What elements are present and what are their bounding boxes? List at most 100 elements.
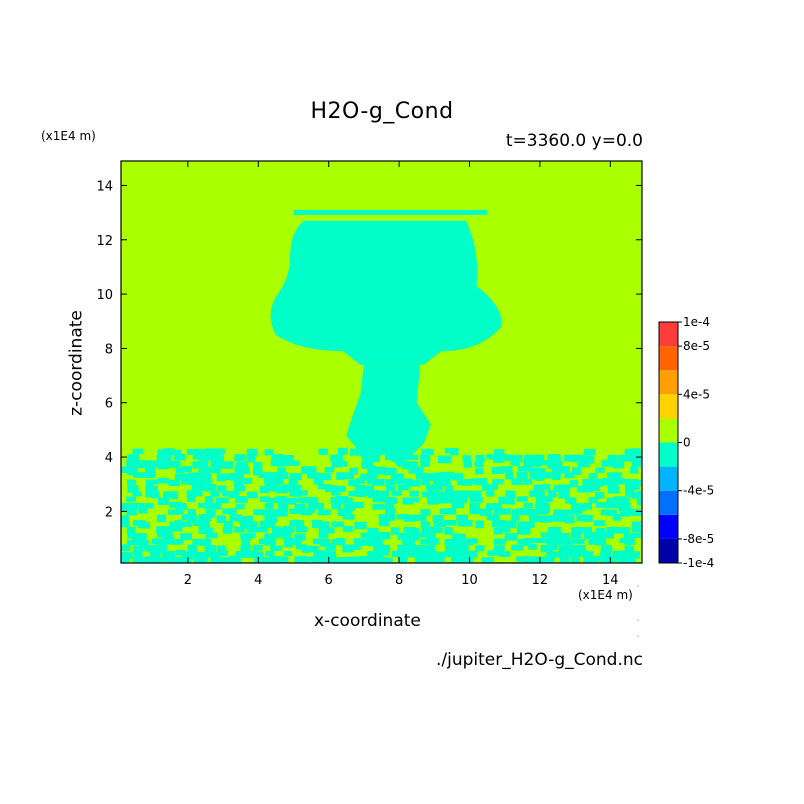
boundary-layer-cell [523,459,533,468]
boundary-layer-cell [139,563,149,571]
plot-area [121,161,642,571]
boundary-layer-cell [583,485,594,493]
boundary-layer-cell [337,447,348,455]
boundary-layer-cell [234,479,244,488]
boundary-layer-cell [378,514,392,521]
boundary-layer-cell [486,503,499,511]
boundary-layer-cell [126,526,136,535]
boundary-layer-cell [264,509,278,518]
boundary-layer-cell [456,545,469,553]
boundary-layer-cell [198,526,210,534]
boundary-layer-cell [289,473,302,481]
boundary-layer-cell [127,562,136,563]
y-axis-unit: (x1E4 m) [41,129,96,143]
boundary-layer-cell [403,514,416,522]
boundary-layer-cell [481,557,494,563]
boundary-layer-cell [336,537,345,546]
y-axis: 2 4 6 8 10 12 14 [96,179,642,520]
boundary-layer-cell [223,473,234,481]
boundary-layer-cell [493,538,507,545]
boundary-layer-cell [277,467,286,475]
boundary-layer-cell [606,497,616,505]
boundary-layer-cell [216,515,226,523]
boundary-layer-cell [126,508,137,516]
boundary-layer-cell [492,467,504,474]
boundary-layer-cell [145,479,154,488]
boundary-layer-cell [631,454,642,462]
boundary-layer-cell [558,491,570,499]
boundary-layer-cell [397,544,406,551]
boundary-layer-cell [204,503,214,510]
boundary-layer-cell [409,497,419,503]
boundary-layer-cell [367,539,379,547]
boundary-layer-cell [486,454,497,460]
boundary-layer-cell [133,533,147,540]
boundary-layer-cell [583,449,596,456]
boundary-layer-cell [402,539,416,546]
boundary-layer-cell [127,467,138,476]
boundary-layer-cell [397,556,407,563]
boundary-layer-cell [265,550,275,557]
boundary-layer-cell [420,521,431,529]
boundary-layer-cell [607,485,619,494]
boundary-layer-cell [618,497,630,505]
boundary-layer-cell [336,495,348,503]
boundary-layer-cell [426,496,438,505]
boundary-layer-cell [523,502,533,508]
boundary-layer-cell [354,521,367,530]
boundary-layer-cell [426,484,436,492]
boundary-layer-cell [205,532,218,539]
boundary-layer-cell [127,533,139,539]
boundary-layer-cell [222,461,234,469]
boundary-layer-cell [601,532,614,539]
boundary-layer-cell [306,508,315,514]
boundary-layer-cell [420,461,430,467]
boundary-layer-cell [385,485,396,491]
boundary-layer-cell [307,497,319,505]
boundary-layer-cell [408,461,418,469]
boundary-layer-cell [576,527,586,534]
colorbar-band [659,538,678,563]
boundary-layer-cell [307,472,321,479]
boundary-layer-cell [498,454,508,460]
boundary-layer-cell [588,473,598,479]
boundary-layer-cell [133,545,143,552]
boundary-layer-cell [336,472,345,480]
boundary-layer-cell [181,514,191,521]
boundary-layer-cell [456,490,469,498]
boundary-layer-cell [301,466,310,474]
boundary-layer-cell [594,520,605,527]
boundary-layer-cell [397,532,409,541]
boundary-layer-cell [144,545,157,552]
boundary-layer-cell [156,514,167,523]
boundary-layer-cell [283,551,293,557]
boundary-layer-cell [438,455,451,464]
boundary-layer-cell [162,538,173,545]
boundary-layer-cell [402,478,413,486]
boundary-layer-cell [192,484,201,492]
boundary-layer-cell [216,448,225,454]
boundary-layer-cell [427,490,436,499]
boundary-layer-cell [618,502,631,511]
boundary-layer-cell [235,461,248,469]
boundary-layer-cell [144,460,155,468]
boundary-layer-cell [348,479,359,487]
boundary-layer-cell [528,544,537,550]
boundary-layer-cell [444,539,456,545]
boundary-layer-cell [295,520,304,528]
boundary-layer-cell [408,466,421,474]
plume-stem [346,364,431,468]
boundary-layer-cell [618,527,630,534]
boundary-layer-cell [348,556,358,563]
boundary-layer-cell [474,461,484,468]
boundary-layer-cell [277,503,289,511]
boundary-layer-cell [409,490,419,497]
boundary-layer-cell [282,562,293,563]
boundary-layer-cell [636,497,642,506]
boundary-layer-cell [469,478,479,485]
boundary-layer-cell [294,533,306,541]
boundary-layer-cell [421,526,432,533]
boundary-layer-cell [451,491,460,499]
boundary-layer-cell [487,550,500,556]
boundary-layer-cell [174,454,186,461]
